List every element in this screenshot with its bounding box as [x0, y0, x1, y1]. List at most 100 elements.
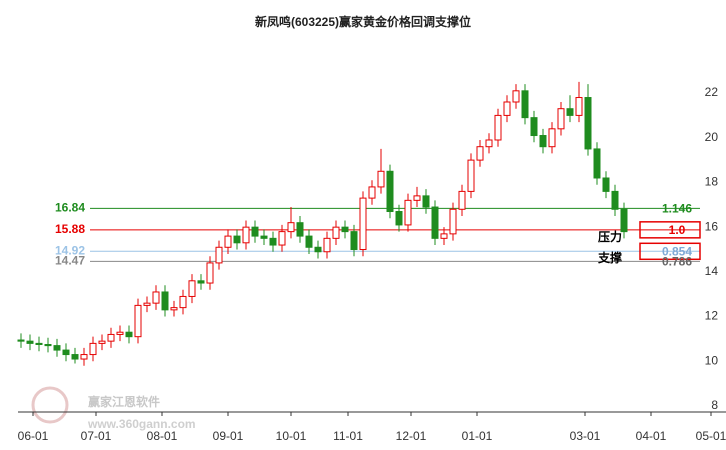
candle-body [413, 195, 421, 201]
candle-body [152, 291, 160, 304]
level-price-label: 16.84 [55, 201, 85, 215]
candle-body [449, 208, 457, 235]
level-price-label: 14.47 [55, 254, 85, 268]
candle-body [611, 190, 619, 210]
annotation: 支撑 [597, 250, 622, 265]
x-tick-label: 05-01 [696, 429, 726, 443]
candle-body [404, 199, 412, 226]
candle-body [593, 148, 601, 179]
watermark-text: 赢家江恩软件 [88, 394, 160, 409]
candle-body [332, 226, 340, 239]
candle-body [548, 128, 556, 148]
candle-body [170, 307, 178, 311]
watermark-url: www.360gann.com [87, 417, 196, 431]
candle-body [323, 237, 331, 253]
x-tick-label: 04-01 [636, 429, 667, 443]
level-ratio-label: 1.0 [669, 223, 686, 237]
watermark-logo [31, 386, 69, 424]
level-box [639, 221, 701, 239]
candle-body [287, 222, 295, 233]
candle-body [377, 170, 385, 188]
x-tick-label: 03-01 [570, 429, 601, 443]
candle-body [278, 231, 286, 246]
level-price-label: 14.92 [55, 243, 85, 257]
y-tick-label: 16 [705, 219, 719, 233]
candle-body [539, 135, 547, 148]
y-tick-label: 22 [705, 85, 719, 99]
y-tick-label: 14 [705, 264, 719, 278]
x-tick-label: 10-01 [276, 429, 307, 443]
annotation: 压力 [598, 229, 622, 244]
candle-body [206, 262, 214, 284]
candle-body [35, 342, 43, 346]
candle-body [422, 195, 430, 208]
candle-body [233, 235, 241, 244]
candle-body [143, 302, 151, 306]
candle-body [80, 354, 88, 360]
candle-body [521, 90, 529, 119]
candle-body [494, 114, 502, 141]
candle-body [359, 197, 367, 251]
candle-body [134, 304, 142, 338]
level-price-label: 15.88 [55, 222, 85, 236]
candle-body [62, 349, 70, 356]
candle-body [602, 177, 610, 192]
candle-body [242, 226, 250, 244]
candle-body [557, 108, 565, 130]
candle-body [512, 90, 520, 103]
candle-body [215, 246, 223, 264]
x-tick-label: 01-01 [462, 429, 493, 443]
candle-body [350, 231, 358, 251]
candle-body [296, 222, 304, 237]
level-ratio-label: 0.854 [662, 244, 692, 258]
candle-body [386, 170, 394, 213]
y-tick-label: 10 [705, 353, 719, 367]
level-ratio-label: 1.146 [662, 202, 692, 216]
candle-body [197, 280, 205, 284]
candle-body [260, 235, 268, 239]
level-ratio-label: 0.786 [662, 255, 692, 269]
candle-body [503, 101, 511, 116]
x-tick-label: 08-01 [147, 429, 178, 443]
candle-body [224, 235, 232, 248]
candle-body [431, 206, 439, 239]
y-tick-label: 20 [705, 130, 719, 144]
x-tick-label: 09-01 [213, 429, 244, 443]
candle-body [26, 340, 34, 344]
candle-body [71, 354, 79, 360]
candle-body [44, 344, 52, 347]
chart-title: 新凤鸣(603225)赢家黄金价格回调支撑位 [255, 14, 471, 29]
candle-body [269, 237, 277, 246]
x-tick-label: 12-01 [396, 429, 427, 443]
candle-body [161, 291, 169, 311]
candle-body [368, 186, 376, 199]
candle-body [179, 295, 187, 309]
candle-body [440, 233, 448, 239]
candle-body [314, 246, 322, 253]
candle-body [620, 208, 628, 233]
candle-body [467, 159, 475, 192]
y-tick-label: 12 [705, 309, 719, 323]
candle-body [305, 235, 313, 248]
candle-body [395, 211, 403, 226]
y-tick-label: 18 [705, 175, 719, 189]
x-tick-label: 11-01 [333, 429, 363, 443]
candle-body [566, 108, 574, 116]
candle-body [530, 117, 538, 137]
candle-body [116, 331, 124, 335]
candle-body [17, 339, 25, 342]
candle-body [89, 342, 97, 356]
x-tick-label: 06-01 [18, 429, 49, 443]
candle-body [458, 190, 466, 210]
candle-body [251, 226, 259, 237]
candle-body [188, 280, 196, 297]
candle-body [485, 139, 493, 148]
candle-body [125, 331, 133, 338]
candle-body [107, 333, 115, 342]
candle-body [575, 97, 583, 116]
candle-body [53, 345, 61, 351]
candle-body [476, 146, 484, 161]
candle-body [98, 340, 106, 344]
